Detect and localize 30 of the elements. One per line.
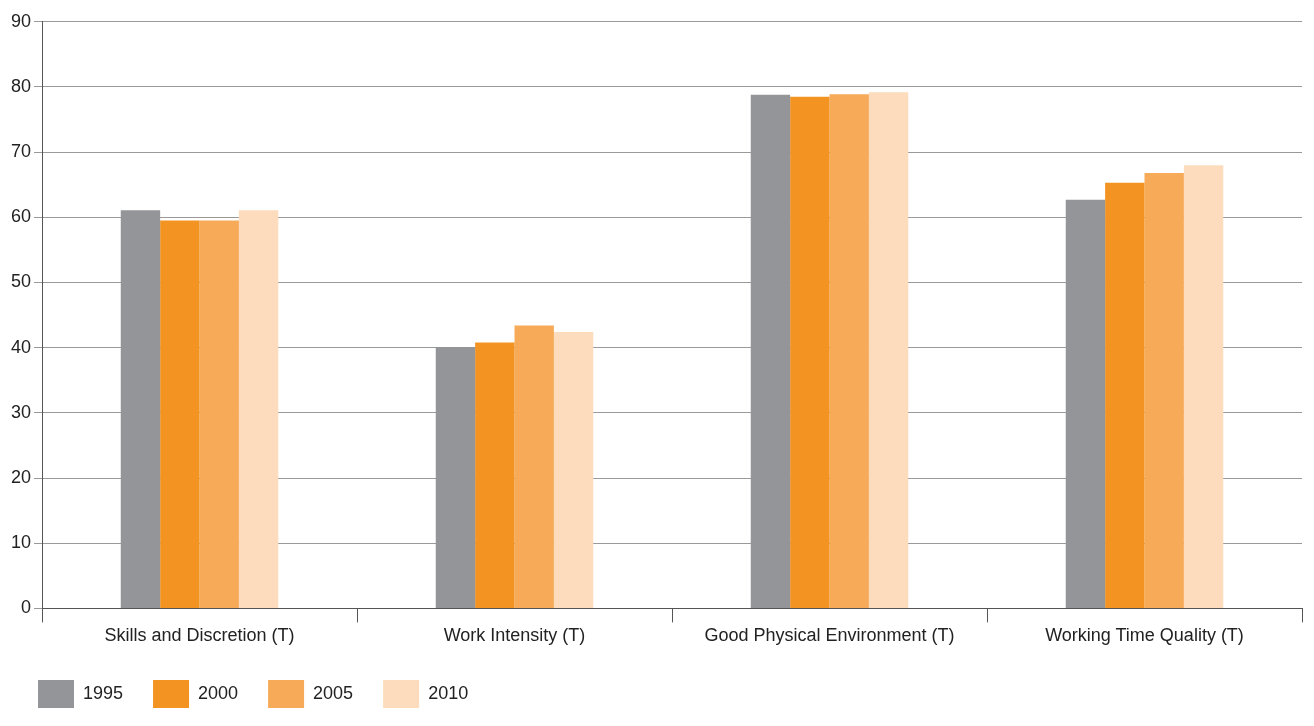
legend-label: 2000 — [198, 682, 239, 703]
y-tick-label: 0 — [21, 597, 32, 618]
legend-label: 2005 — [313, 682, 354, 703]
legend-label: 1995 — [83, 682, 124, 703]
bar — [514, 325, 554, 608]
legend-label: 2010 — [428, 682, 469, 703]
x-tick-label: Work Intensity (T) — [443, 625, 586, 646]
y-tick-label: 60 — [10, 206, 32, 227]
bar — [160, 220, 200, 608]
y-tick-label: 70 — [10, 141, 32, 162]
bar — [1105, 182, 1145, 608]
y-tick-label: 20 — [10, 467, 32, 488]
bar — [829, 94, 869, 608]
y-tick-label: 80 — [10, 75, 32, 96]
bar — [199, 220, 239, 608]
x-tick-label: Skills and Discretion (T) — [104, 625, 295, 646]
y-tick-label: 30 — [10, 401, 32, 422]
x-tick-label: Working Time Quality (T) — [1045, 625, 1244, 646]
y-tick-label: 40 — [10, 336, 32, 357]
bar — [475, 342, 515, 608]
y-tick-label: 50 — [10, 271, 32, 292]
y-tick-label: 10 — [10, 532, 32, 553]
x-tick-label: Good Physical Environment (T) — [704, 625, 955, 646]
bar — [238, 210, 279, 608]
bar — [1144, 173, 1184, 608]
bar — [553, 332, 594, 608]
bar — [868, 92, 909, 608]
bar — [790, 96, 830, 608]
bar — [1183, 165, 1224, 608]
y-tick-label: 90 — [10, 10, 32, 31]
